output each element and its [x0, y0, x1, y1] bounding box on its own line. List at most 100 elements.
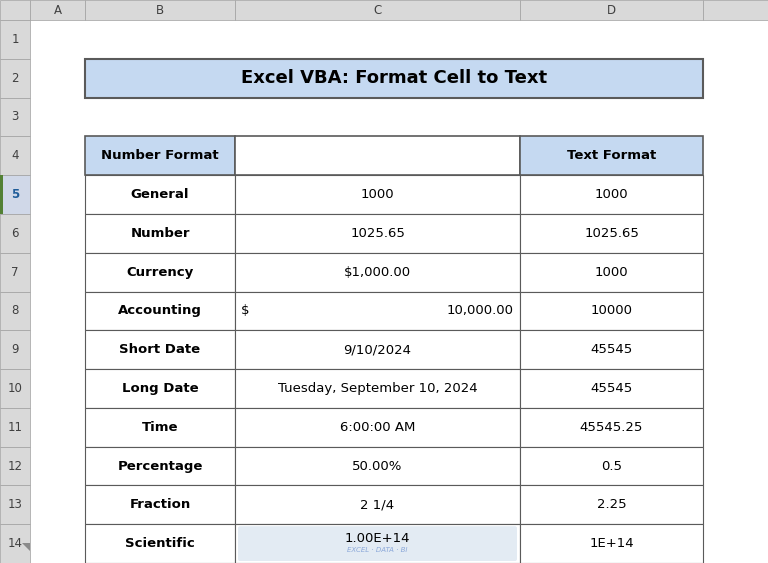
Bar — [0, 330, 30, 369]
Bar — [520, 253, 703, 292]
Text: 1000: 1000 — [594, 266, 628, 279]
Text: 7: 7 — [12, 266, 18, 279]
Text: 1000: 1000 — [594, 188, 628, 201]
Text: D: D — [607, 3, 616, 16]
Bar — [0, 175, 3, 214]
Bar — [85, 175, 235, 214]
Text: 1.00E+14: 1.00E+14 — [345, 532, 410, 545]
Text: Number: Number — [131, 227, 190, 240]
Bar — [85, 369, 235, 408]
Text: Accounting: Accounting — [118, 305, 202, 318]
Bar — [85, 524, 235, 563]
Bar — [85, 408, 235, 446]
Text: $1,000.00: $1,000.00 — [344, 266, 411, 279]
Text: 13: 13 — [8, 498, 22, 511]
Text: 10: 10 — [8, 382, 22, 395]
Bar — [235, 524, 520, 563]
Text: 2.25: 2.25 — [597, 498, 627, 511]
Text: 8: 8 — [12, 305, 18, 318]
Text: Scientific: Scientific — [125, 537, 195, 550]
Text: Currency: Currency — [127, 266, 194, 279]
Text: 45545: 45545 — [591, 343, 633, 356]
Bar — [0, 175, 30, 214]
Text: 45545.25: 45545.25 — [580, 421, 643, 434]
Bar — [0, 524, 30, 563]
Bar — [520, 0, 703, 20]
Bar — [235, 446, 520, 485]
Text: 14: 14 — [8, 537, 22, 550]
Text: 50.00%: 50.00% — [353, 459, 402, 472]
Bar — [235, 214, 520, 253]
FancyBboxPatch shape — [238, 526, 517, 561]
Text: 10000: 10000 — [591, 305, 633, 318]
Bar — [235, 292, 520, 330]
Text: C: C — [373, 3, 382, 16]
Bar — [235, 253, 520, 292]
Bar — [85, 292, 235, 330]
Bar — [520, 292, 703, 330]
Text: General: General — [131, 188, 189, 201]
Bar — [520, 136, 703, 175]
Text: 6: 6 — [12, 227, 18, 240]
Text: 12: 12 — [8, 459, 22, 472]
Text: 45545: 45545 — [591, 382, 633, 395]
Text: 0.5: 0.5 — [601, 459, 622, 472]
Bar — [520, 408, 703, 446]
Bar — [235, 330, 520, 369]
Bar — [85, 59, 703, 97]
Bar — [235, 175, 520, 214]
Polygon shape — [22, 543, 30, 551]
Bar — [0, 253, 30, 292]
Text: 9/10/2024: 9/10/2024 — [343, 343, 412, 356]
Text: Number Format: Number Format — [101, 149, 219, 162]
Text: 3: 3 — [12, 110, 18, 123]
Bar — [0, 485, 30, 524]
Text: 4: 4 — [12, 149, 18, 162]
Text: Fraction: Fraction — [129, 498, 190, 511]
Bar — [85, 0, 235, 20]
Bar — [0, 59, 30, 97]
Text: $: $ — [241, 305, 250, 318]
Bar — [85, 214, 235, 253]
Text: 11: 11 — [8, 421, 22, 434]
Bar — [235, 408, 520, 446]
Bar — [0, 446, 30, 485]
Text: Short Date: Short Date — [120, 343, 200, 356]
Bar — [0, 136, 30, 175]
Text: Tuesday, September 10, 2024: Tuesday, September 10, 2024 — [278, 382, 478, 395]
Bar — [520, 485, 703, 524]
Bar — [0, 292, 30, 330]
Bar — [0, 369, 30, 408]
Bar — [520, 369, 703, 408]
Text: 10,000.00: 10,000.00 — [447, 305, 514, 318]
Text: 1025.65: 1025.65 — [350, 227, 405, 240]
Text: Time: Time — [142, 421, 178, 434]
Text: Long Date: Long Date — [121, 382, 198, 395]
Bar — [520, 175, 703, 214]
Bar — [703, 0, 768, 20]
Text: Excel VBA: Format Cell to Text: Excel VBA: Format Cell to Text — [241, 69, 547, 87]
Bar — [0, 97, 30, 136]
Bar — [235, 136, 520, 175]
Bar — [0, 20, 30, 59]
Bar — [235, 485, 520, 524]
Text: 1: 1 — [12, 33, 18, 46]
Bar — [520, 214, 703, 253]
Text: A: A — [54, 3, 61, 16]
Bar — [85, 446, 235, 485]
Bar — [0, 0, 30, 20]
Text: Percentage: Percentage — [118, 459, 203, 472]
Text: Text Format: Text Format — [567, 149, 656, 162]
Text: EXCEL · DATA · BI: EXCEL · DATA · BI — [347, 547, 408, 553]
Text: 1E+14: 1E+14 — [589, 537, 634, 550]
Bar — [85, 136, 235, 175]
Text: 9: 9 — [12, 343, 18, 356]
Bar — [235, 0, 520, 20]
Text: 2 1/4: 2 1/4 — [360, 498, 395, 511]
Bar — [520, 446, 703, 485]
Text: 1025.65: 1025.65 — [584, 227, 639, 240]
Bar — [85, 253, 235, 292]
Bar — [85, 485, 235, 524]
Bar — [520, 330, 703, 369]
Text: 1000: 1000 — [361, 188, 394, 201]
